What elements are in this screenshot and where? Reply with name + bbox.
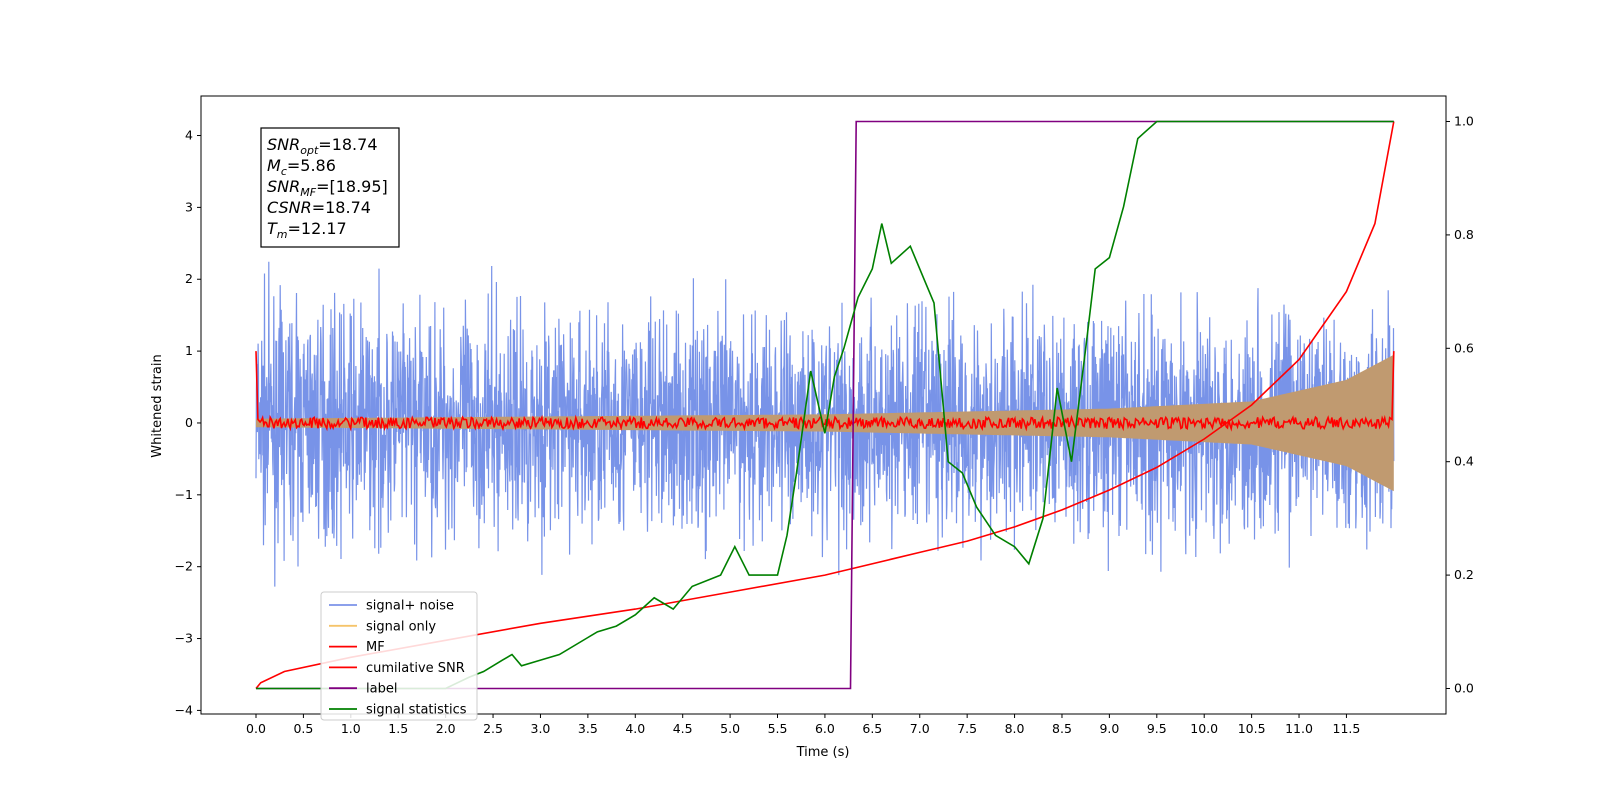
x-tick-label: 9.5 xyxy=(1147,721,1167,736)
x-tick-label: 8.0 xyxy=(1005,721,1025,736)
x-tick-label: 3.0 xyxy=(531,721,551,736)
series-mf-line xyxy=(255,351,1395,432)
x-tick-label: 4.5 xyxy=(673,721,693,736)
y2-axis-ticks: 1.0 0.8 0.6 0.4 0.2 0.0 xyxy=(1446,114,1474,695)
annotation-line: Tm=12.17 xyxy=(267,219,347,241)
y-tick-label: −1 xyxy=(175,487,193,502)
x-tick-label: 8.5 xyxy=(1052,721,1072,736)
legend: signal+ noise signal only MF cumilative SNR… xyxy=(320,591,478,721)
y-tick-label: 1 xyxy=(185,343,193,358)
x-tick-label: 10.0 xyxy=(1190,721,1218,736)
x-axis-ticks: 0.0 0.5 1.0 1.5 2.0 2.5 3.0 3.5 4.0 4.5 5.0 5.5 6.0 6… xyxy=(246,714,1360,736)
legend-label: cumilative SNR xyxy=(366,661,465,676)
x-tick-label: 0.0 xyxy=(246,721,266,736)
legend-frame xyxy=(320,591,478,721)
x-tick-label: 7.5 xyxy=(957,721,977,736)
annotation-line: SNRMF=[18.95] xyxy=(267,177,388,199)
x-tick-label: 10.5 xyxy=(1238,721,1266,736)
legend-label: signal+ noise xyxy=(366,599,454,614)
y-axis-ticks: 4 3 2 1 0 −1 −2 −3 −4 xyxy=(175,128,201,717)
x-tick-label: 6.0 xyxy=(815,721,835,736)
axes-frame xyxy=(200,95,1447,715)
annotation-line: SNRopt=18.74 xyxy=(267,135,378,157)
annotation-line: CSNR=18.74 xyxy=(267,198,371,217)
x-tick-label: 5.5 xyxy=(768,721,788,736)
legend-label: signal only xyxy=(366,619,436,634)
y-tick-label: −3 xyxy=(175,631,193,646)
y2-tick-label: 0.6 xyxy=(1454,340,1474,355)
x-tick-label: 5.0 xyxy=(720,721,740,736)
x-tick-label: 7.0 xyxy=(910,721,930,736)
y2-tick-label: 0.8 xyxy=(1454,227,1474,242)
y2-tick-label: 0.0 xyxy=(1454,680,1474,695)
x-tick-label: 9.0 xyxy=(1099,721,1119,736)
x-axis-label: Time (s) xyxy=(796,745,850,760)
y-tick-label: −4 xyxy=(175,702,193,717)
x-tick-label: 4.0 xyxy=(625,721,645,736)
y-tick-label: 2 xyxy=(185,271,193,286)
y2-tick-label: 0.4 xyxy=(1454,454,1474,469)
x-tick-label: 2.0 xyxy=(436,721,456,736)
legend-label: MF xyxy=(366,640,385,655)
x-tick-label: 3.5 xyxy=(578,721,598,736)
x-tick-label: 11.0 xyxy=(1285,721,1313,736)
y2-tick-label: 1.0 xyxy=(1454,114,1474,129)
y-tick-label: 0 xyxy=(185,415,193,430)
legend-label: label xyxy=(366,682,397,697)
legend-label: signal statistics xyxy=(366,703,467,718)
x-tick-label: 1.5 xyxy=(388,721,408,736)
y-tick-label: 3 xyxy=(185,199,193,214)
x-tick-label: 0.5 xyxy=(293,721,313,736)
x-tick-label: 1.0 xyxy=(341,721,361,736)
x-tick-label: 6.5 xyxy=(862,721,882,736)
annotation-line: Mc=5.86 xyxy=(267,156,336,178)
y2-tick-label: 0.2 xyxy=(1454,567,1474,582)
y-axis-label: Whitened strain xyxy=(150,354,165,457)
series-signal-statistics-line xyxy=(256,120,1394,690)
y-tick-label: 4 xyxy=(185,128,193,143)
annotation-frame xyxy=(260,127,400,248)
x-tick-label: 2.5 xyxy=(483,721,503,736)
series-label-line xyxy=(256,120,1394,690)
x-tick-label: 11.5 xyxy=(1333,721,1361,736)
annotation-box: SNRopt=18.74Mc=5.86SNRMF=[18.95]CSNR=18.… xyxy=(260,127,400,248)
y-tick-label: −2 xyxy=(175,559,193,574)
